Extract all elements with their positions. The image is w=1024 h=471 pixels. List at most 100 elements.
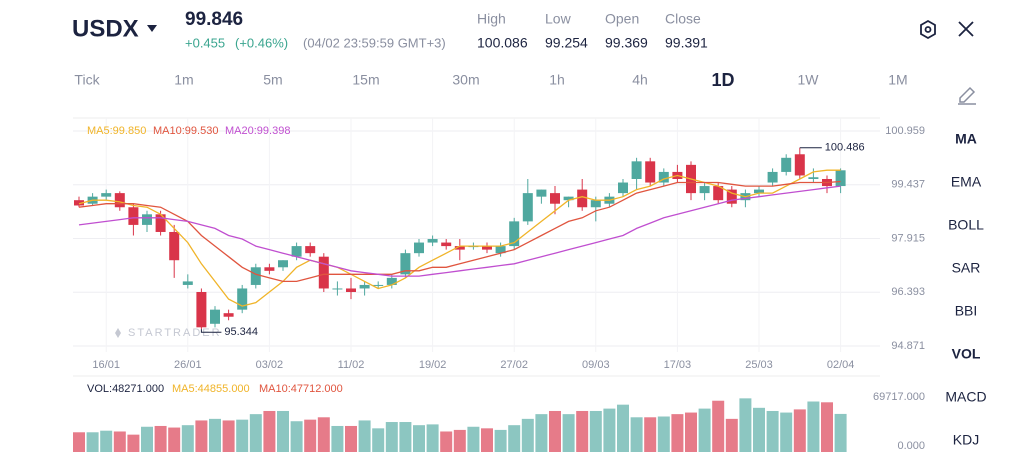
candle-body	[699, 186, 710, 194]
stat-label: Close	[665, 11, 701, 27]
volume-bar	[657, 416, 670, 452]
candle-body	[223, 313, 234, 317]
candle-body	[454, 246, 465, 250]
volume-bar	[766, 410, 779, 452]
candle-body	[114, 193, 125, 208]
volume-bar	[780, 412, 793, 452]
candle-body	[482, 246, 492, 250]
volume-bar	[521, 418, 534, 452]
volume-bar	[385, 422, 398, 452]
volume-bar	[440, 431, 453, 452]
watermark-logo	[115, 328, 121, 338]
candle-body	[400, 253, 411, 275]
indicator-button[interactable]: MA	[955, 131, 977, 147]
volume-bar	[290, 421, 303, 452]
candle-body	[278, 260, 288, 268]
volume-bar	[617, 404, 629, 452]
timeframe-tab[interactable]: 1W	[798, 72, 820, 88]
stat-value: 100.086	[477, 35, 528, 51]
volume-bar	[222, 420, 235, 452]
x-tick-label: 26/01	[174, 359, 202, 371]
y-tick-label: 0.000	[897, 440, 925, 452]
ma-line	[78, 185, 841, 277]
indicator-button[interactable]: SAR	[952, 260, 981, 276]
volume-bar	[671, 414, 684, 452]
y-tick-label: 96.393	[891, 286, 925, 298]
indicator-button[interactable]: BOLL	[948, 217, 984, 233]
candle-body	[618, 182, 628, 194]
close-icon[interactable]	[958, 21, 974, 37]
candle-body	[590, 200, 601, 208]
volume-bar	[399, 422, 412, 452]
candle-body	[794, 154, 805, 176]
legend-entry: MA5:99.850	[87, 125, 146, 137]
candle-body	[359, 284, 370, 289]
volume-bar	[807, 401, 820, 452]
settings-icon[interactable]	[920, 19, 936, 40]
volume-bar	[181, 425, 194, 452]
volume-bar	[467, 426, 480, 452]
x-tick-label: 11/02	[338, 359, 365, 371]
draw-icon[interactable]	[958, 86, 976, 105]
max-annotation: 100.486	[825, 142, 865, 154]
legend-entry: MA10:99.530	[153, 125, 218, 137]
timeframe-tab[interactable]: 1D	[711, 70, 734, 90]
timeframe-tab[interactable]: 5m	[263, 72, 282, 88]
volume-bar	[372, 428, 385, 452]
candle-body	[318, 256, 329, 289]
x-tick-label: 03/02	[256, 359, 284, 371]
candle-body	[196, 292, 207, 328]
timeframe-tab[interactable]: 1h	[549, 72, 565, 88]
candle-body	[237, 288, 248, 310]
volume-bar	[86, 432, 99, 452]
candle-body	[74, 200, 84, 206]
candle-body	[536, 189, 547, 197]
volume-bar	[304, 419, 317, 452]
legend-entry: MA20:99.398	[225, 125, 290, 137]
timeframe-tab[interactable]: 30m	[452, 72, 479, 88]
x-tick-label: 16/01	[92, 359, 120, 371]
candle-body	[563, 196, 574, 201]
symbol[interactable]: USDX	[72, 15, 139, 42]
volume-bar	[141, 426, 153, 452]
candle-body	[808, 177, 819, 179]
volume-bar	[494, 429, 507, 452]
stat-label: High	[477, 11, 506, 27]
timeframe-tab[interactable]: 4h	[632, 72, 648, 88]
volume-bar	[793, 409, 806, 452]
dropdown-icon[interactable]	[147, 25, 157, 32]
candle-body	[495, 246, 506, 254]
y-tick-label: 94.871	[891, 340, 925, 352]
volume-bar	[712, 400, 725, 452]
y-tick-label: 100.959	[885, 125, 925, 137]
volume-bar	[453, 429, 466, 452]
indicator-button[interactable]: MACD	[945, 389, 986, 405]
indicator-button[interactable]: EMA	[951, 174, 982, 190]
volume-bar	[698, 408, 711, 452]
volume-bar	[753, 407, 765, 452]
timeframe-tab[interactable]: 1m	[174, 72, 193, 88]
price: 99.846	[185, 9, 243, 30]
indicator-button[interactable]: BBI	[955, 303, 978, 319]
stat-value: 99.369	[605, 35, 648, 51]
candle-body	[726, 189, 737, 204]
stat-label: Low	[545, 11, 572, 27]
timeframe-tab[interactable]: 1M	[888, 72, 907, 88]
candle-body	[658, 171, 669, 183]
indicator-button[interactable]: VOL	[952, 346, 981, 362]
volume-bar	[358, 420, 371, 452]
ma-line	[78, 169, 841, 307]
candle-body	[169, 231, 180, 261]
candle-body	[781, 157, 792, 172]
volume-bar	[100, 430, 113, 452]
timeframe-tab[interactable]: 15m	[352, 72, 379, 88]
timeframe-tab[interactable]: Tick	[74, 72, 100, 88]
candle-body	[509, 221, 520, 247]
volume-bar	[481, 428, 493, 452]
volume-bar	[739, 398, 752, 452]
indicator-button[interactable]: KDJ	[953, 432, 979, 448]
volume-bar	[426, 424, 439, 452]
volume-bar	[127, 434, 140, 452]
